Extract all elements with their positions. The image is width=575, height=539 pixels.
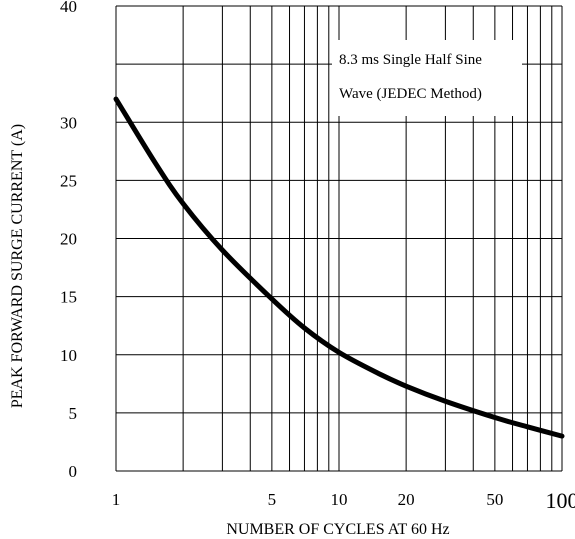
y-tick-label: 30 — [60, 113, 77, 132]
y-tick-label: 0 — [69, 462, 78, 481]
x-tick-label: 1 — [112, 490, 121, 509]
y-tick-label: 40 — [60, 0, 77, 16]
y-tick-label: 5 — [69, 404, 78, 423]
annotation-line-2: Wave (JEDEC Method) — [339, 86, 482, 102]
y-tick-labels: 0 5 10 15 20 25 30 40 — [60, 0, 77, 481]
y-tick-label: 10 — [60, 346, 77, 365]
x-tick-label: 5 — [268, 490, 277, 509]
annotation-box-bg — [332, 40, 522, 116]
y-axis-label: PEAK FORWARD SURGE CURRENT (A) — [9, 124, 26, 408]
y-tick-label: 15 — [60, 288, 77, 307]
y-tick-label: 20 — [60, 230, 77, 249]
x-tick-label: 10 — [331, 490, 348, 509]
annotation-box — [332, 40, 522, 116]
x-axis-label: NUMBER OF CYCLES AT 60 Hz — [226, 521, 449, 538]
annotation-line-1: 8.3 ms Single Half Sine — [339, 52, 482, 68]
y-tick-label: 25 — [60, 171, 77, 190]
x-tick-labels: 1 5 10 20 50 100 — [112, 488, 575, 513]
x-tick-label: 50 — [486, 490, 503, 509]
data-series — [113, 96, 565, 439]
x-tick-label: 100 — [546, 488, 575, 513]
x-tick-label: 20 — [398, 490, 415, 509]
series-line — [113, 96, 565, 439]
